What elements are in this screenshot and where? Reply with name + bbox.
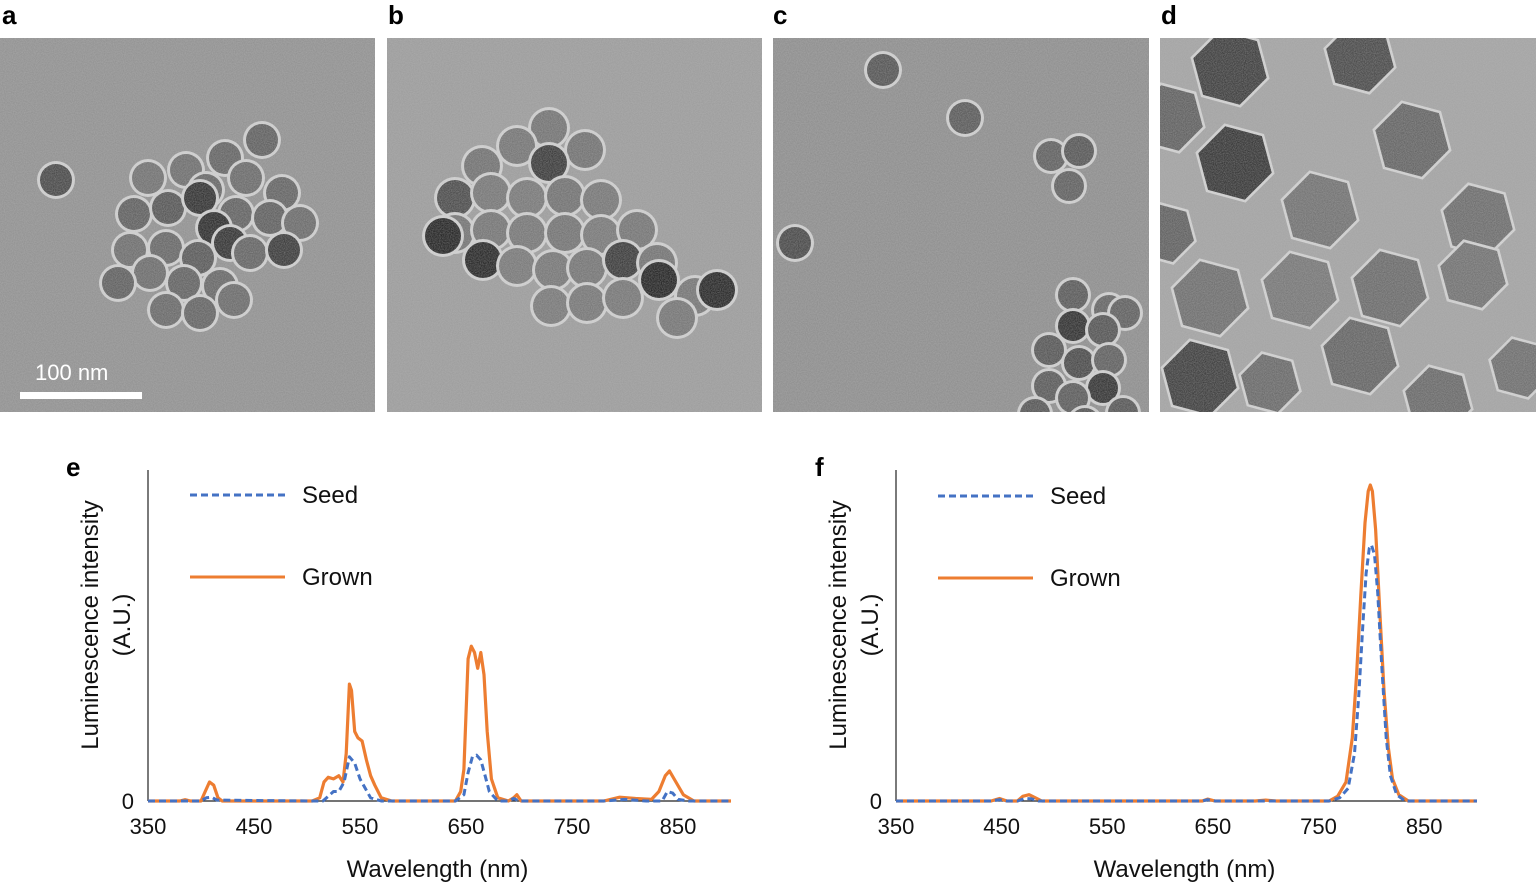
y-axis-label: (A.U.): [857, 594, 884, 657]
y-tick-label: 0: [870, 789, 882, 814]
scale-bar-label: 100 nm: [35, 360, 109, 385]
y-axis-label: (A.U.): [109, 594, 136, 657]
tem-image-c: [773, 38, 1149, 412]
tem-noise: [1160, 38, 1536, 412]
x-tick-label: 450: [983, 814, 1020, 839]
x-tick-label: 650: [448, 814, 485, 839]
legend-label-grown: Grown: [302, 564, 373, 591]
x-tick-label: 850: [660, 814, 697, 839]
legend-label-seed: Seed: [302, 482, 358, 509]
x-axis-label: Wavelength (nm): [1094, 856, 1276, 883]
x-tick-label: 550: [1089, 814, 1126, 839]
chart-f: 350 450 550 650 750 850 0 Wavelength (nm) Lumine…: [825, 470, 1477, 883]
x-tick-label: 750: [554, 814, 591, 839]
y-axis-label: Luminescence intensity: [77, 500, 104, 749]
tem-noise: [773, 38, 1149, 412]
panel-label-d: d: [1161, 0, 1177, 30]
panel-label-e: e: [66, 452, 81, 482]
tem-image-d: [1160, 38, 1536, 412]
legend-label-grown: Grown: [1050, 565, 1121, 592]
x-axis-label: Wavelength (nm): [347, 856, 529, 883]
x-tick-label: 450: [236, 814, 273, 839]
chart-e: 350 450 550 650 750 850 0 Wavelength (nm) Lumine…: [77, 470, 731, 883]
y-tick-label: 0: [122, 789, 134, 814]
series-line-seed: [896, 543, 1477, 803]
panel-label-c: c: [773, 0, 788, 30]
x-tick-label: 750: [1300, 814, 1337, 839]
panel-label-f: f: [815, 452, 824, 482]
panel-label-b: b: [388, 0, 404, 30]
x-tick-label: 850: [1406, 814, 1443, 839]
panel-label-a: a: [2, 0, 17, 30]
tem-image-a: [0, 38, 375, 412]
tem-noise: [0, 38, 375, 412]
x-tick-label: 650: [1195, 814, 1232, 839]
scale-bar: [20, 392, 142, 399]
series-line-grown: [896, 483, 1477, 803]
x-tick-label: 550: [342, 814, 379, 839]
series-line-grown: [148, 644, 731, 803]
series-line-seed: [148, 753, 731, 803]
x-tick-label: 350: [878, 814, 915, 839]
tem-image-b: [387, 38, 762, 412]
y-axis-label: Luminescence intensity: [825, 500, 852, 749]
legend-label-seed: Seed: [1050, 483, 1106, 510]
tem-noise: [387, 38, 762, 412]
x-tick-label: 350: [130, 814, 167, 839]
